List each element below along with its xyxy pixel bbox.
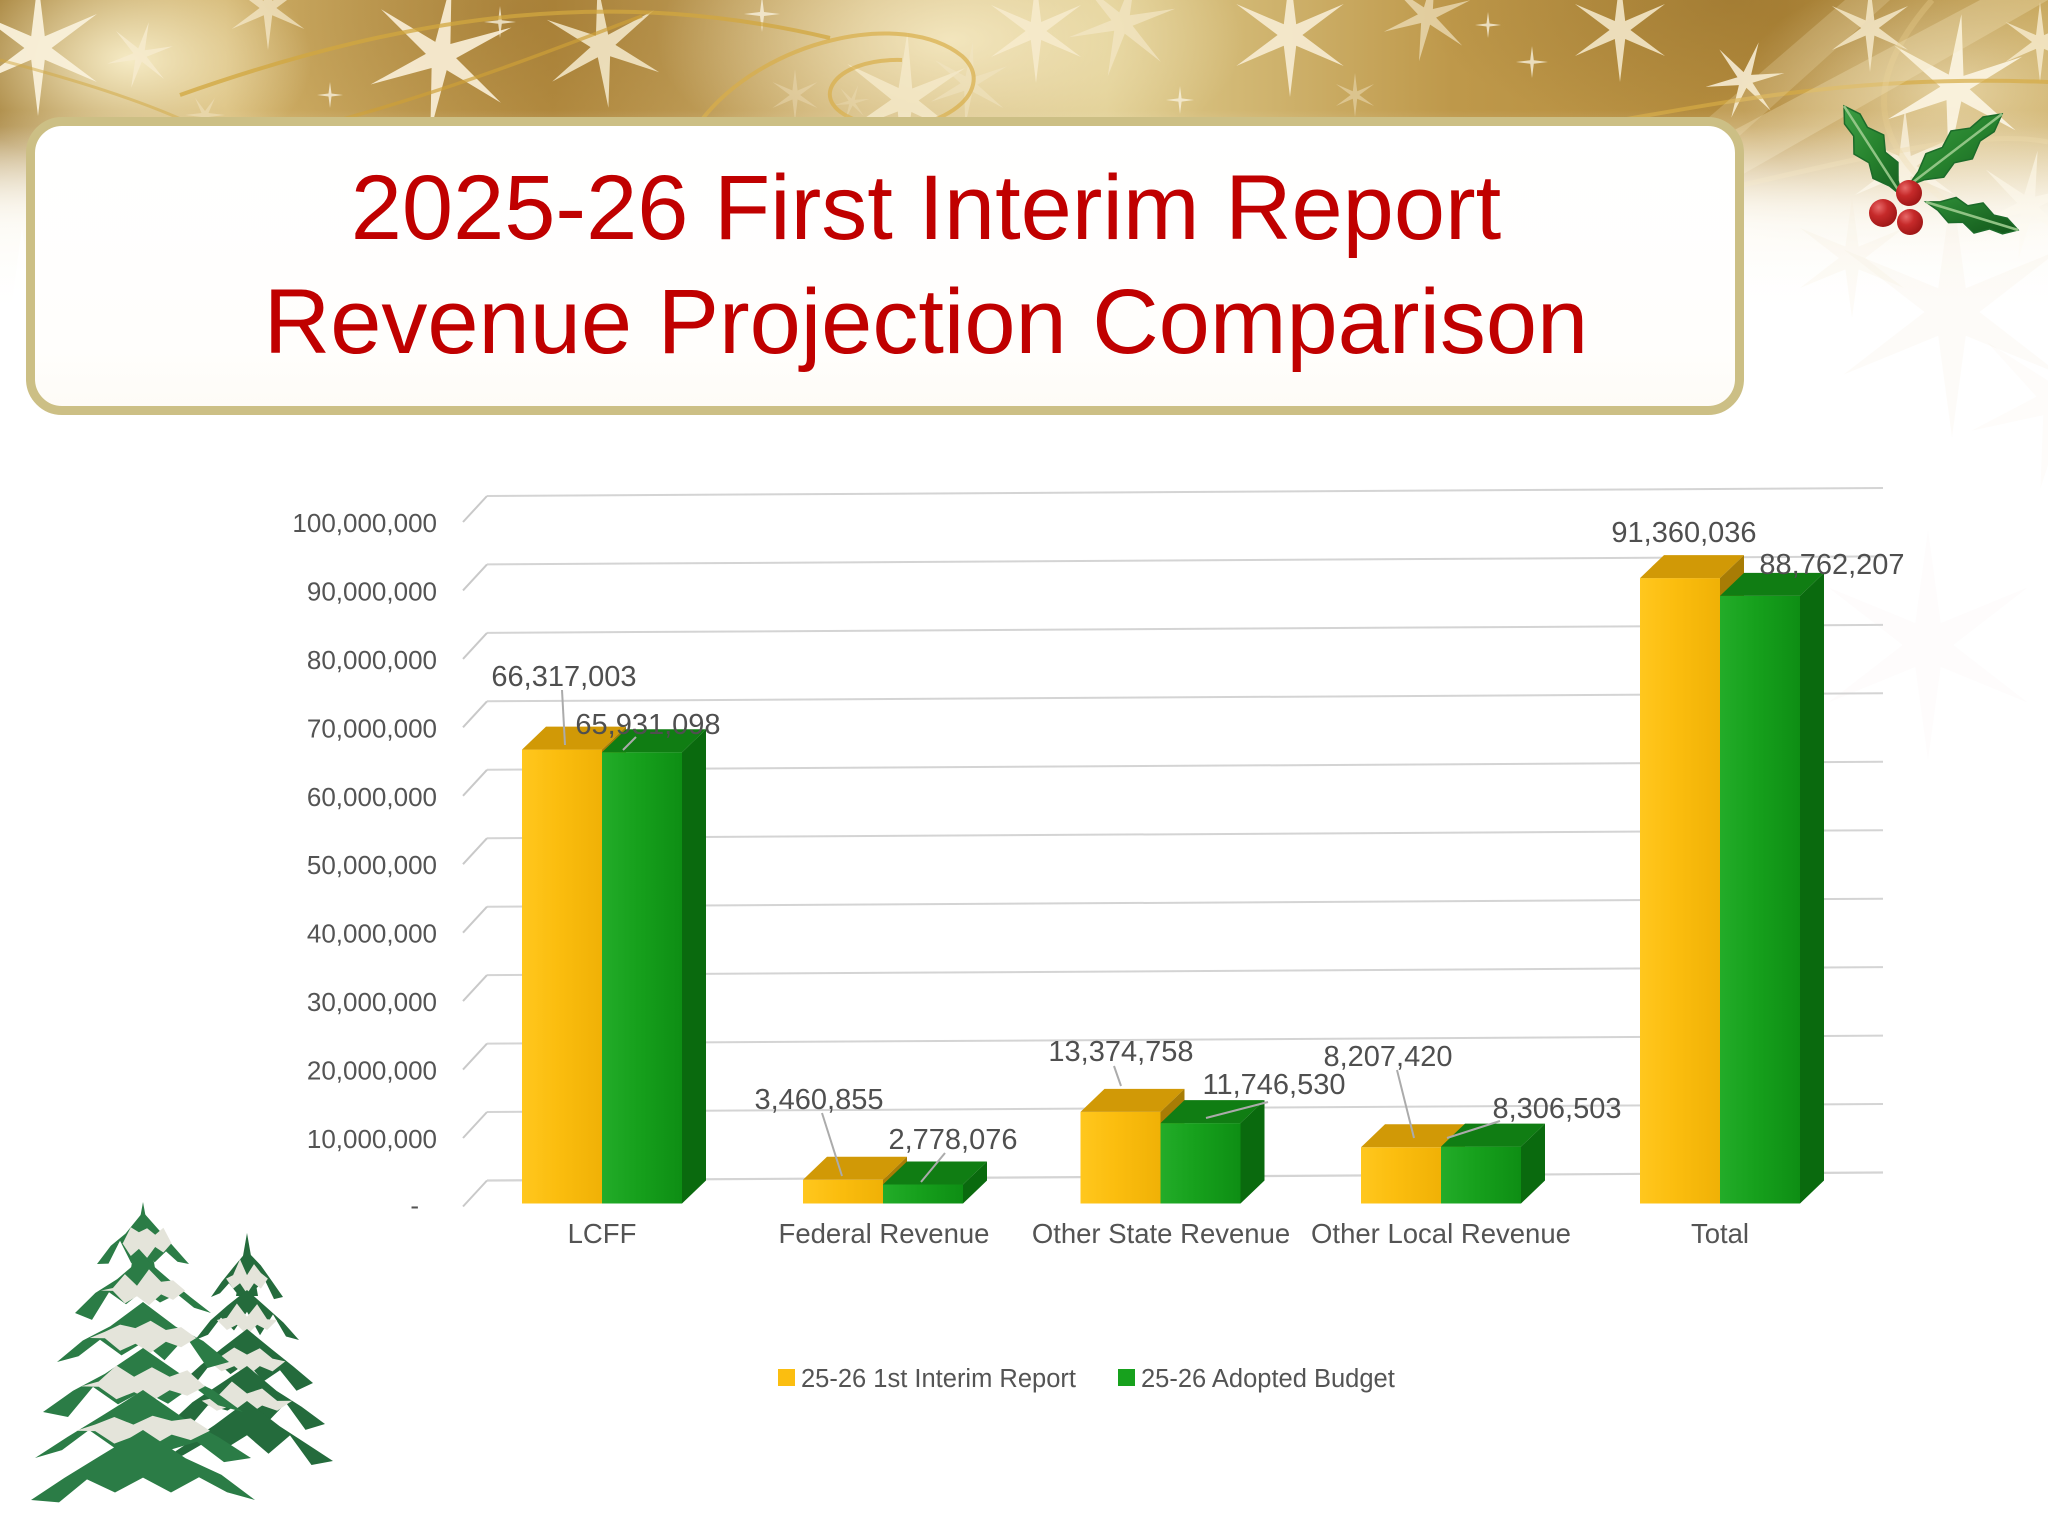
svg-text:30,000,000: 30,000,000	[307, 987, 437, 1017]
svg-text:11,746,530: 11,746,530	[1203, 1069, 1346, 1101]
svg-text:100,000,000: 100,000,000	[292, 508, 437, 538]
svg-text:8,207,420: 8,207,420	[1323, 1041, 1452, 1073]
svg-text:-: -	[410, 1191, 419, 1221]
svg-text:88,762,207: 88,762,207	[1759, 549, 1904, 581]
svg-text:25-26 1st Interim Report: 25-26 1st Interim Report	[801, 1365, 1076, 1393]
svg-text:50,000,000: 50,000,000	[307, 850, 437, 880]
svg-text:10,000,000: 10,000,000	[307, 1124, 437, 1154]
svg-text:60,000,000: 60,000,000	[307, 782, 437, 812]
svg-text:20,000,000: 20,000,000	[307, 1056, 437, 1086]
svg-text:2,778,076: 2,778,076	[888, 1124, 1017, 1156]
svg-text:70,000,000: 70,000,000	[307, 713, 437, 743]
svg-text:LCFF: LCFF	[568, 1218, 637, 1249]
svg-text:66,317,003: 66,317,003	[491, 661, 636, 693]
svg-text:13,374,758: 13,374,758	[1048, 1036, 1193, 1068]
svg-text:Other Local Revenue: Other Local Revenue	[1311, 1218, 1571, 1249]
svg-text:90,000,000: 90,000,000	[307, 576, 437, 606]
svg-text:Federal Revenue: Federal Revenue	[779, 1218, 990, 1249]
svg-text:3,460,855: 3,460,855	[754, 1084, 883, 1116]
svg-text:Other State Revenue: Other State Revenue	[1032, 1218, 1290, 1249]
svg-text:8,306,503: 8,306,503	[1492, 1093, 1621, 1125]
svg-text:Total: Total	[1691, 1218, 1749, 1249]
svg-text:80,000,000: 80,000,000	[307, 645, 437, 675]
svg-text:65,931,098: 65,931,098	[575, 709, 720, 741]
svg-text:25-26 Adopted Budget: 25-26 Adopted Budget	[1141, 1365, 1395, 1393]
svg-text:40,000,000: 40,000,000	[307, 919, 437, 949]
svg-text:91,360,036: 91,360,036	[1611, 517, 1756, 549]
